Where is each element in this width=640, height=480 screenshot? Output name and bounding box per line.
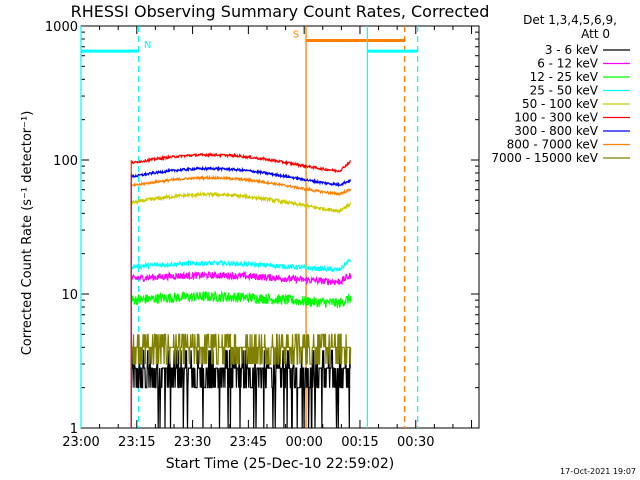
- x-axis-label: Start Time (25-Dec-10 22:59:02): [166, 456, 394, 472]
- series-7000-to-15000keV-line: [130, 333, 352, 365]
- series-6-to-12keV-line: [130, 270, 352, 286]
- y-tick-label: 10: [61, 288, 78, 303]
- x-tick-label: 00:15: [341, 435, 378, 450]
- legend-entry-label: 800 - 7000 keV: [507, 138, 599, 152]
- series-300-to-800keV-line: [130, 165, 352, 188]
- legend-entry-label: 300 - 800 keV: [514, 124, 598, 138]
- y-axis-ticks: 1 10 100 1000: [45, 20, 479, 437]
- series-3-to-6keV-line: [130, 349, 351, 429]
- y-tick-label: 1: [70, 422, 78, 437]
- plot-area: 1 10 100 1000 23:00 23:15 23:30 23:45 00:00 00:15…: [45, 20, 480, 450]
- series-25-to-50keV-line: [130, 258, 352, 273]
- footer-timestamp: 17-Oct-2021 19:07: [560, 467, 636, 476]
- x-tick-label: 23:15: [118, 435, 155, 450]
- x-tick-label: 00:00: [285, 435, 322, 450]
- x-axis-ticks: 23:00 23:15 23:30 23:45 00:00 00:15 00:30: [62, 26, 473, 450]
- series-traces: [130, 151, 352, 429]
- saa-label: S: [293, 29, 299, 40]
- series-100-to-300keV-line: [130, 151, 351, 174]
- legend-entry-label: 25 - 50 keV: [530, 84, 599, 98]
- legend-entry-label: 7000 - 15000 keV: [491, 151, 598, 165]
- legend-entry-label: 12 - 25 keV: [530, 70, 599, 84]
- y-tick-label: 1000: [45, 20, 78, 35]
- y-axis-label: Corrected Count Rate (s⁻¹ detector⁻¹): [20, 111, 35, 356]
- legend-entry-label: 100 - 300 keV: [514, 111, 598, 125]
- series-50-to-100keV-line: [130, 190, 352, 215]
- legend-entry-label: 50 - 100 keV: [522, 97, 599, 111]
- legend-entry-label: 3 - 6 keV: [545, 43, 599, 57]
- x-tick-label: 23:00: [62, 435, 99, 450]
- chart-title: RHESSI Observing Summary Count Rates, Co…: [71, 2, 490, 21]
- legend-header-line1: Det 1,3,4,5,6,9,: [523, 13, 617, 27]
- night-label: N: [144, 40, 151, 51]
- x-tick-label: 00:30: [397, 435, 434, 450]
- legend-entry-label: 6 - 12 keV: [537, 57, 599, 71]
- annotations: NS: [80, 26, 419, 428]
- series-800-to-7000keV-line: [130, 174, 352, 197]
- series-12-to-25keV-line: [130, 290, 352, 309]
- y-tick-label: 100: [53, 154, 78, 169]
- legend-header-line2: Att 0: [581, 27, 610, 41]
- x-tick-label: 23:45: [230, 435, 267, 450]
- x-tick-label: 23:30: [174, 435, 211, 450]
